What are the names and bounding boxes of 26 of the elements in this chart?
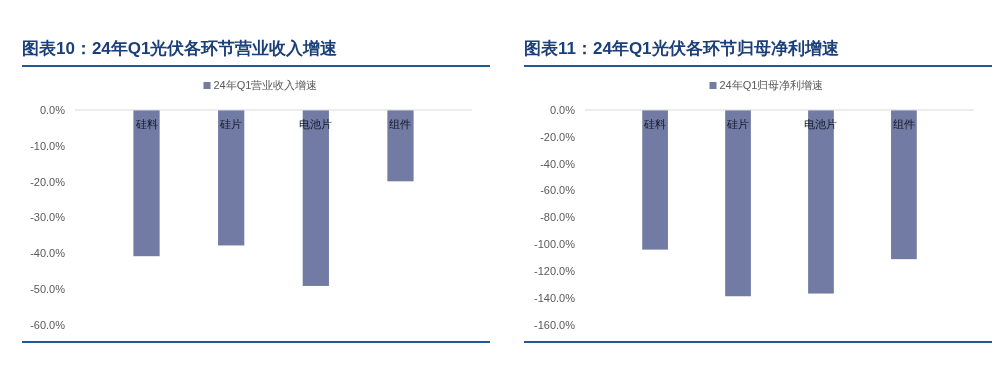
y-tick-label: -120.0% — [534, 265, 576, 278]
y-tick-label: -10.0% — [30, 139, 66, 152]
y-tick-label: -60.0% — [540, 184, 576, 197]
y-tick-label: -160.0% — [534, 318, 576, 331]
y-tick-label: -40.0% — [540, 157, 576, 170]
legend-label: 24年Q1营业收入增速 — [213, 79, 318, 91]
chart-title: 图表10：24年Q1光伏各环节营业收入增速 — [22, 39, 338, 58]
x-tick-label: 组件 — [389, 118, 412, 130]
x-tick-label: 硅片 — [219, 118, 243, 130]
y-tick-label: -80.0% — [540, 211, 576, 224]
x-tick-label: 硅料 — [134, 118, 158, 130]
y-tick-label: -140.0% — [534, 291, 576, 304]
legend-label: 24年Q1归母净利增速 — [719, 79, 824, 91]
y-tick-label: -100.0% — [534, 238, 576, 251]
y-tick-label: 0.0% — [39, 103, 66, 116]
chart-title: 图表11：24年Q1光伏各环节归母净利增速 — [524, 39, 839, 58]
y-tick-label: -50.0% — [30, 283, 66, 296]
y-tick-label: -20.0% — [540, 130, 576, 143]
y-tick-label: 0.0% — [549, 103, 576, 116]
y-tick-label: -40.0% — [30, 247, 66, 260]
y-tick-label: -30.0% — [30, 211, 66, 224]
y-tick-label: -20.0% — [30, 175, 66, 188]
y-tick-label: -60.0% — [30, 318, 66, 331]
x-tick-label: 硅片 — [726, 118, 750, 130]
x-tick-label: 组件 — [892, 118, 915, 130]
x-tick-label: 硅料 — [643, 118, 667, 130]
